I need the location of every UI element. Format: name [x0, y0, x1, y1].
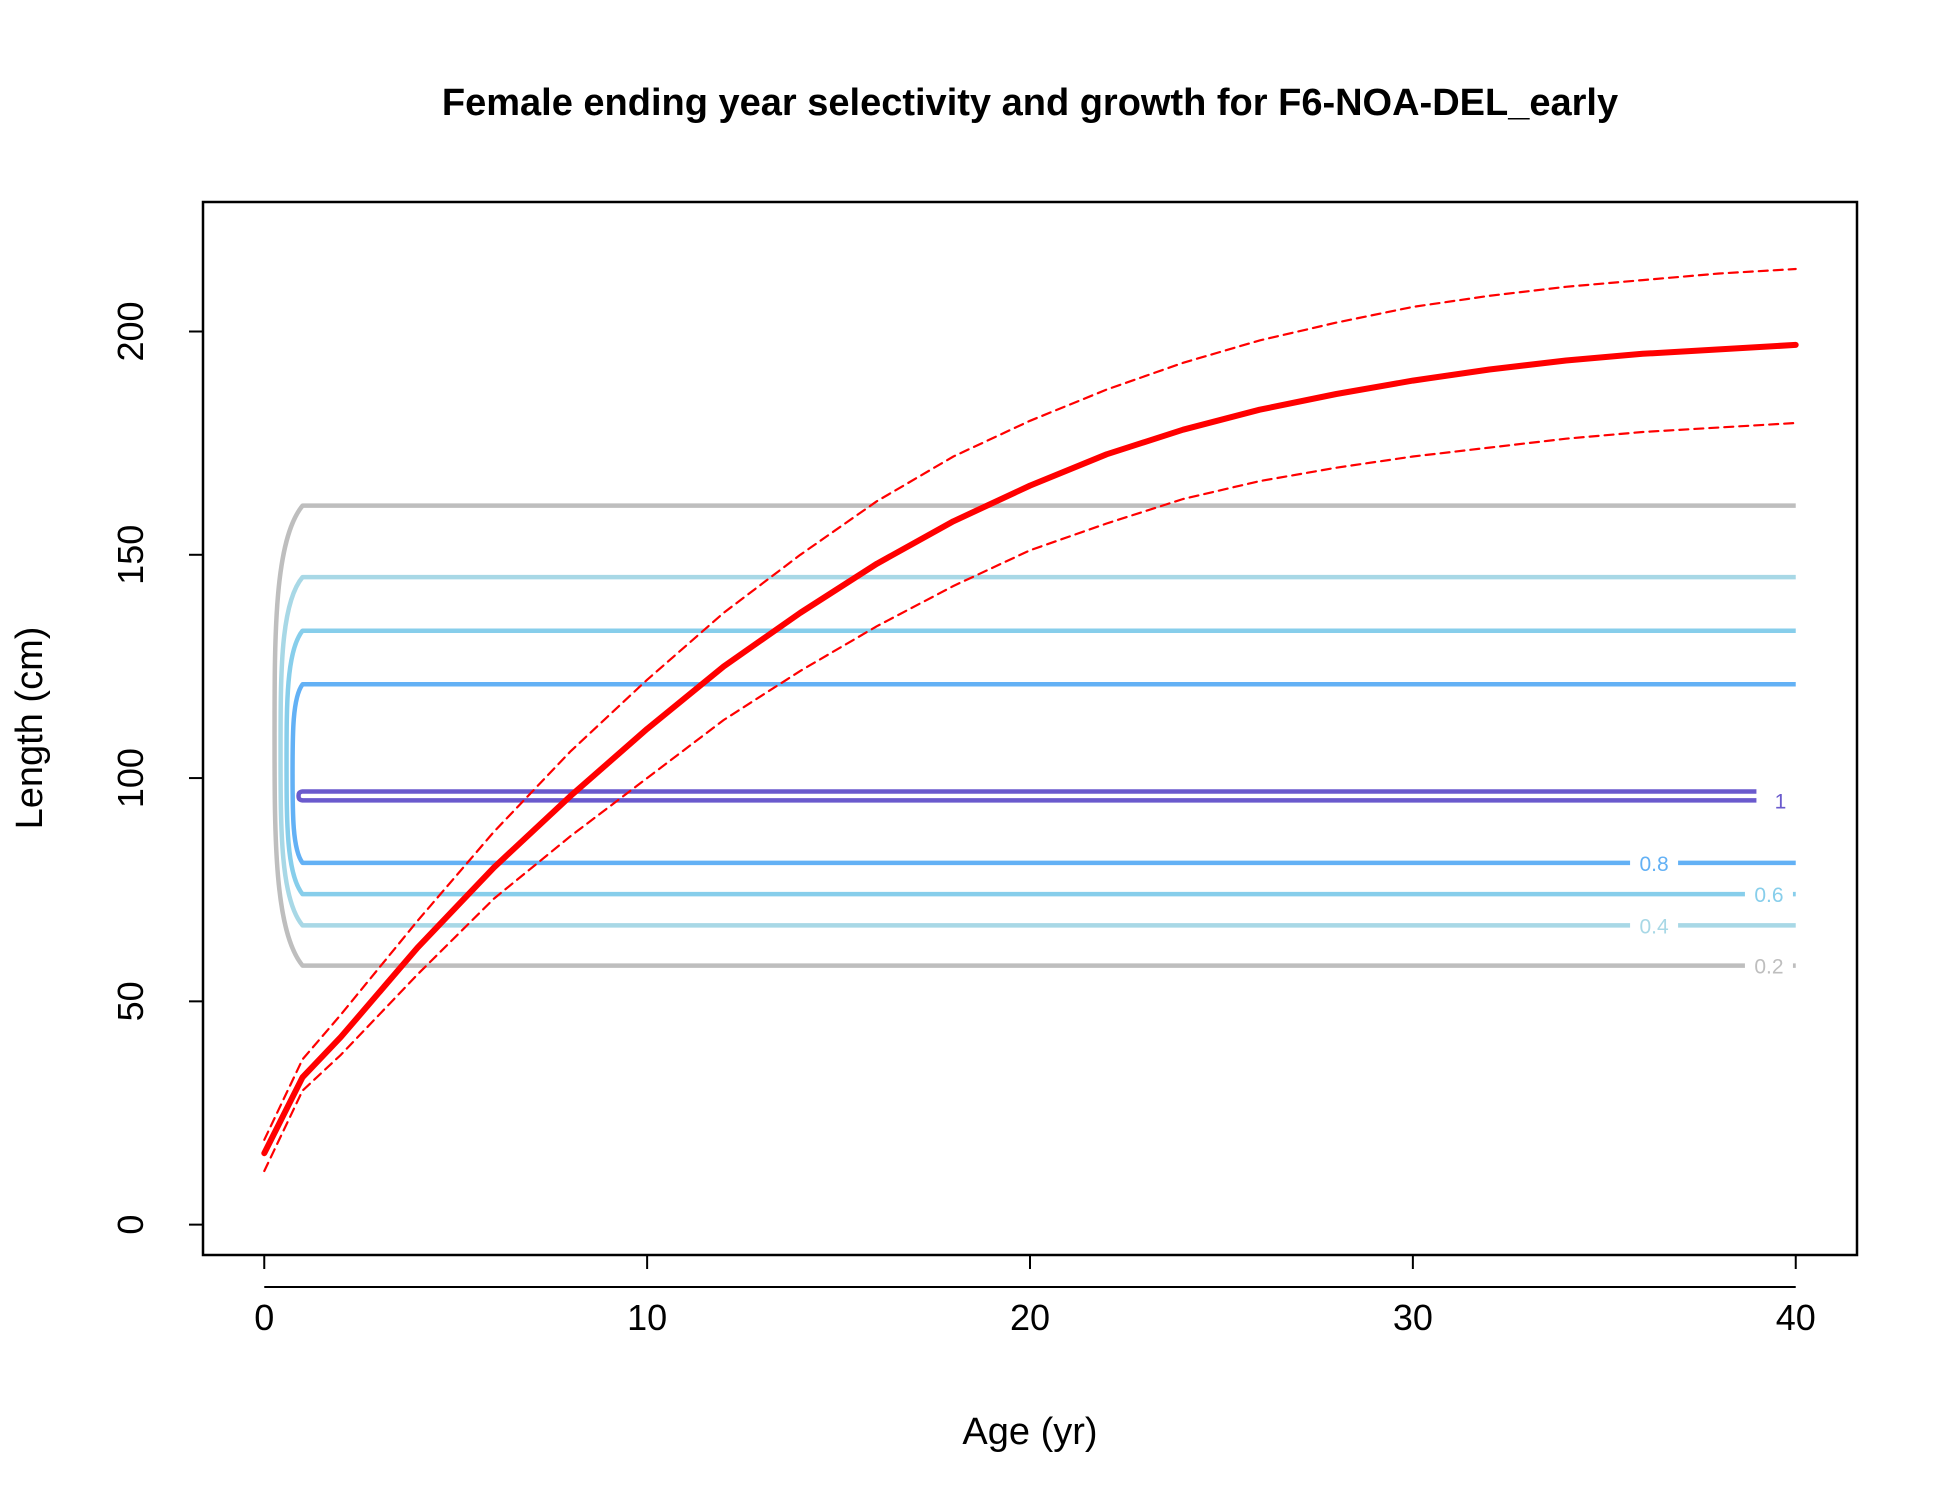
plot-frame: [201, 200, 1859, 1257]
x-tick-label-10: 10: [627, 1297, 667, 1338]
y-tick-label-200: 200: [110, 301, 151, 361]
chart-title: Female ending year selectivity and growt…: [442, 82, 1618, 124]
growth-curve-upper: [263, 267, 1797, 1141]
axes: 0 10 20 30 40 0 50 100 150 200: [110, 301, 1816, 1338]
x-tick-label-0: 0: [254, 1297, 274, 1338]
contour-line-1: [296, 789, 1796, 803]
contour-label-bg-0-6: [1744, 882, 1793, 907]
y-tick-label-150: 150: [110, 525, 151, 585]
growth-curve-lower: [263, 421, 1797, 1173]
contour-label-bg-0-8: [1630, 850, 1679, 875]
contour-label-1: 1: [1775, 790, 1787, 813]
x-tick-label-30: 30: [1393, 1297, 1433, 1338]
contour-label-0-8: 0.8: [1639, 853, 1668, 876]
x-tick-label-20: 20: [1010, 1297, 1050, 1338]
y-tick-label-0: 0: [110, 1215, 151, 1235]
growth-curve-mean: [261, 341, 1799, 1157]
contour-label-0-6: 0.6: [1754, 884, 1783, 907]
contour-label-bg-0-2: [1744, 953, 1793, 978]
y-axis-label: Length (cm): [9, 627, 51, 830]
plot-area: 0.2 0.4 0.6 0.8 1: [261, 267, 1805, 1173]
x-axis-label: Age (yr): [962, 1411, 1097, 1453]
contour-line-0-6: [284, 628, 1796, 897]
contour-label-0-4: 0.4: [1639, 915, 1669, 938]
contour-label-0-2: 0.2: [1754, 956, 1783, 979]
y-tick-label-100: 100: [110, 748, 151, 808]
contour-label-bg-0-4: [1630, 913, 1679, 938]
x-tick-label-40: 40: [1776, 1297, 1816, 1338]
y-tick-label-50: 50: [110, 981, 151, 1021]
contour-line-0-2: [272, 503, 1796, 968]
contour-label-bg-1: [1756, 788, 1805, 813]
contour-line-0-4: [278, 574, 1796, 928]
contour-line-0-8: [290, 682, 1796, 866]
